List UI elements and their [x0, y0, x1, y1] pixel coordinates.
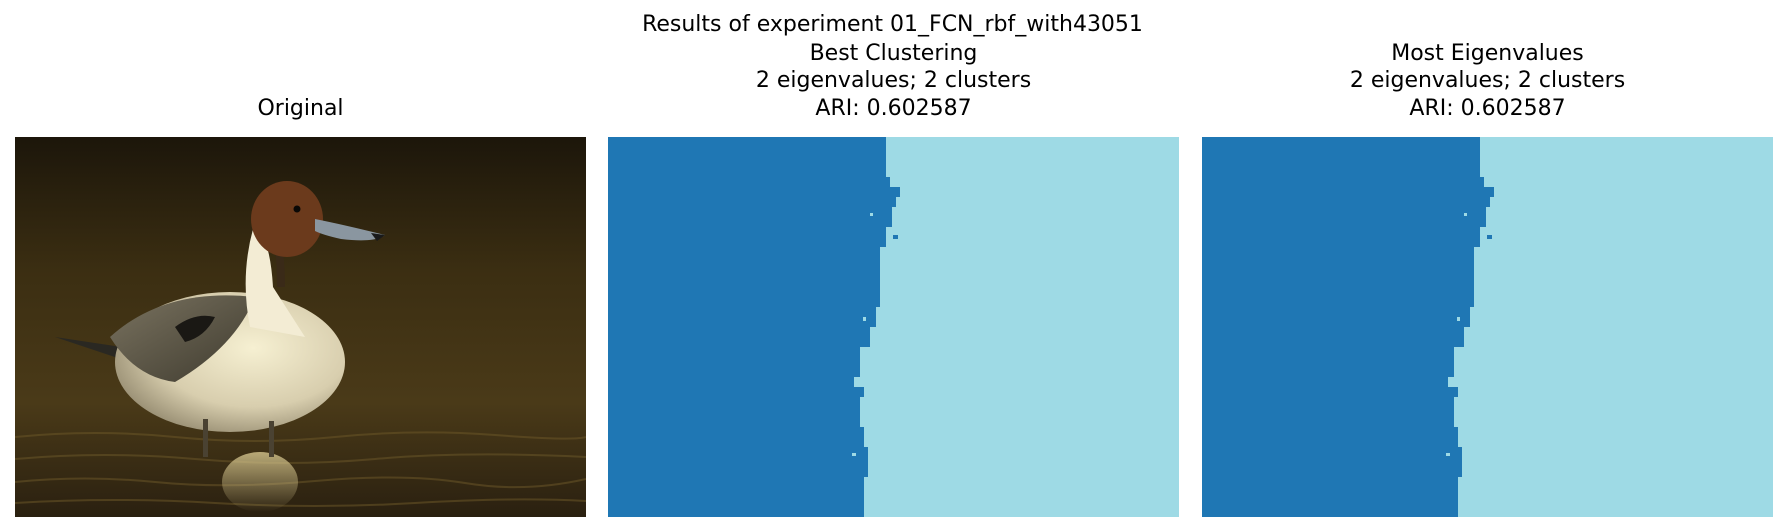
water-ripples [15, 431, 586, 507]
panel-title-line: ARI: 0.602587 [1409, 95, 1566, 121]
boundary-speckles [833, 181, 898, 430]
panel-title-most: Most Eigenvalues 2 eigenvalues; 2 cluste… [1202, 40, 1773, 123]
segmentation-map [1202, 137, 1773, 517]
boundary-speckles-light [1446, 213, 1467, 456]
duck-neck [245, 227, 305, 337]
boundary-speckles-light [852, 213, 873, 456]
panel-original: Original [15, 96, 586, 517]
panel-title-line: Best Clustering [809, 40, 978, 66]
panel-title-line: ARI: 0.602587 [815, 95, 972, 121]
boundary-speckles [1427, 181, 1492, 430]
duck-beak [315, 219, 385, 241]
duck-leg [269, 421, 274, 457]
duck-head [251, 181, 323, 257]
panel-title-line: 2 eigenvalues; 2 clusters [755, 68, 1032, 93]
duck-leg [203, 419, 208, 457]
panel-title-line: 2 eigenvalues; 2 clusters [1349, 68, 1626, 93]
cluster-dark-region [1202, 137, 1494, 517]
panel-title-best: Best Clustering 2 eigenvalues; 2 cluster… [608, 40, 1179, 123]
figure-title: Results of experiment 01_FCN_rbf_with430… [642, 12, 1143, 37]
panel-most-eigenvalues: Most Eigenvalues 2 eigenvalues; 2 cluste… [1202, 41, 1773, 517]
panel-title-line: Most Eigenvalues [1391, 40, 1584, 66]
cluster-dark-region [608, 137, 900, 517]
original-photo [15, 137, 586, 517]
panel-title-line: Original [257, 95, 344, 121]
panel-best-clustering: Best Clustering 2 eigenvalues; 2 cluster… [608, 41, 1179, 517]
panel-title-original: Original [15, 95, 586, 123]
duck-wing [110, 295, 255, 382]
duck-reflection [222, 452, 298, 512]
segmentation-map [608, 137, 1179, 517]
